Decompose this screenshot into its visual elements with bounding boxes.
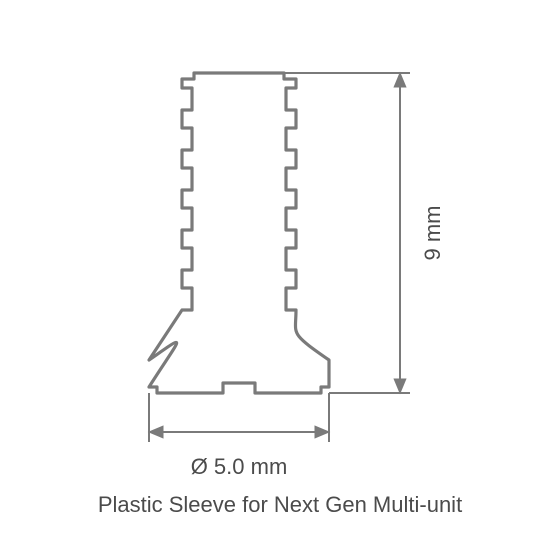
height-dimension-label: 9 mm: [420, 206, 445, 261]
width-dimension-label: Ø 5.0 mm: [191, 454, 288, 479]
part-caption: Plastic Sleeve for Next Gen Multi-unit: [0, 492, 560, 518]
width-dimension: Ø 5.0 mm: [149, 393, 329, 479]
sleeve-outline: [149, 73, 329, 393]
